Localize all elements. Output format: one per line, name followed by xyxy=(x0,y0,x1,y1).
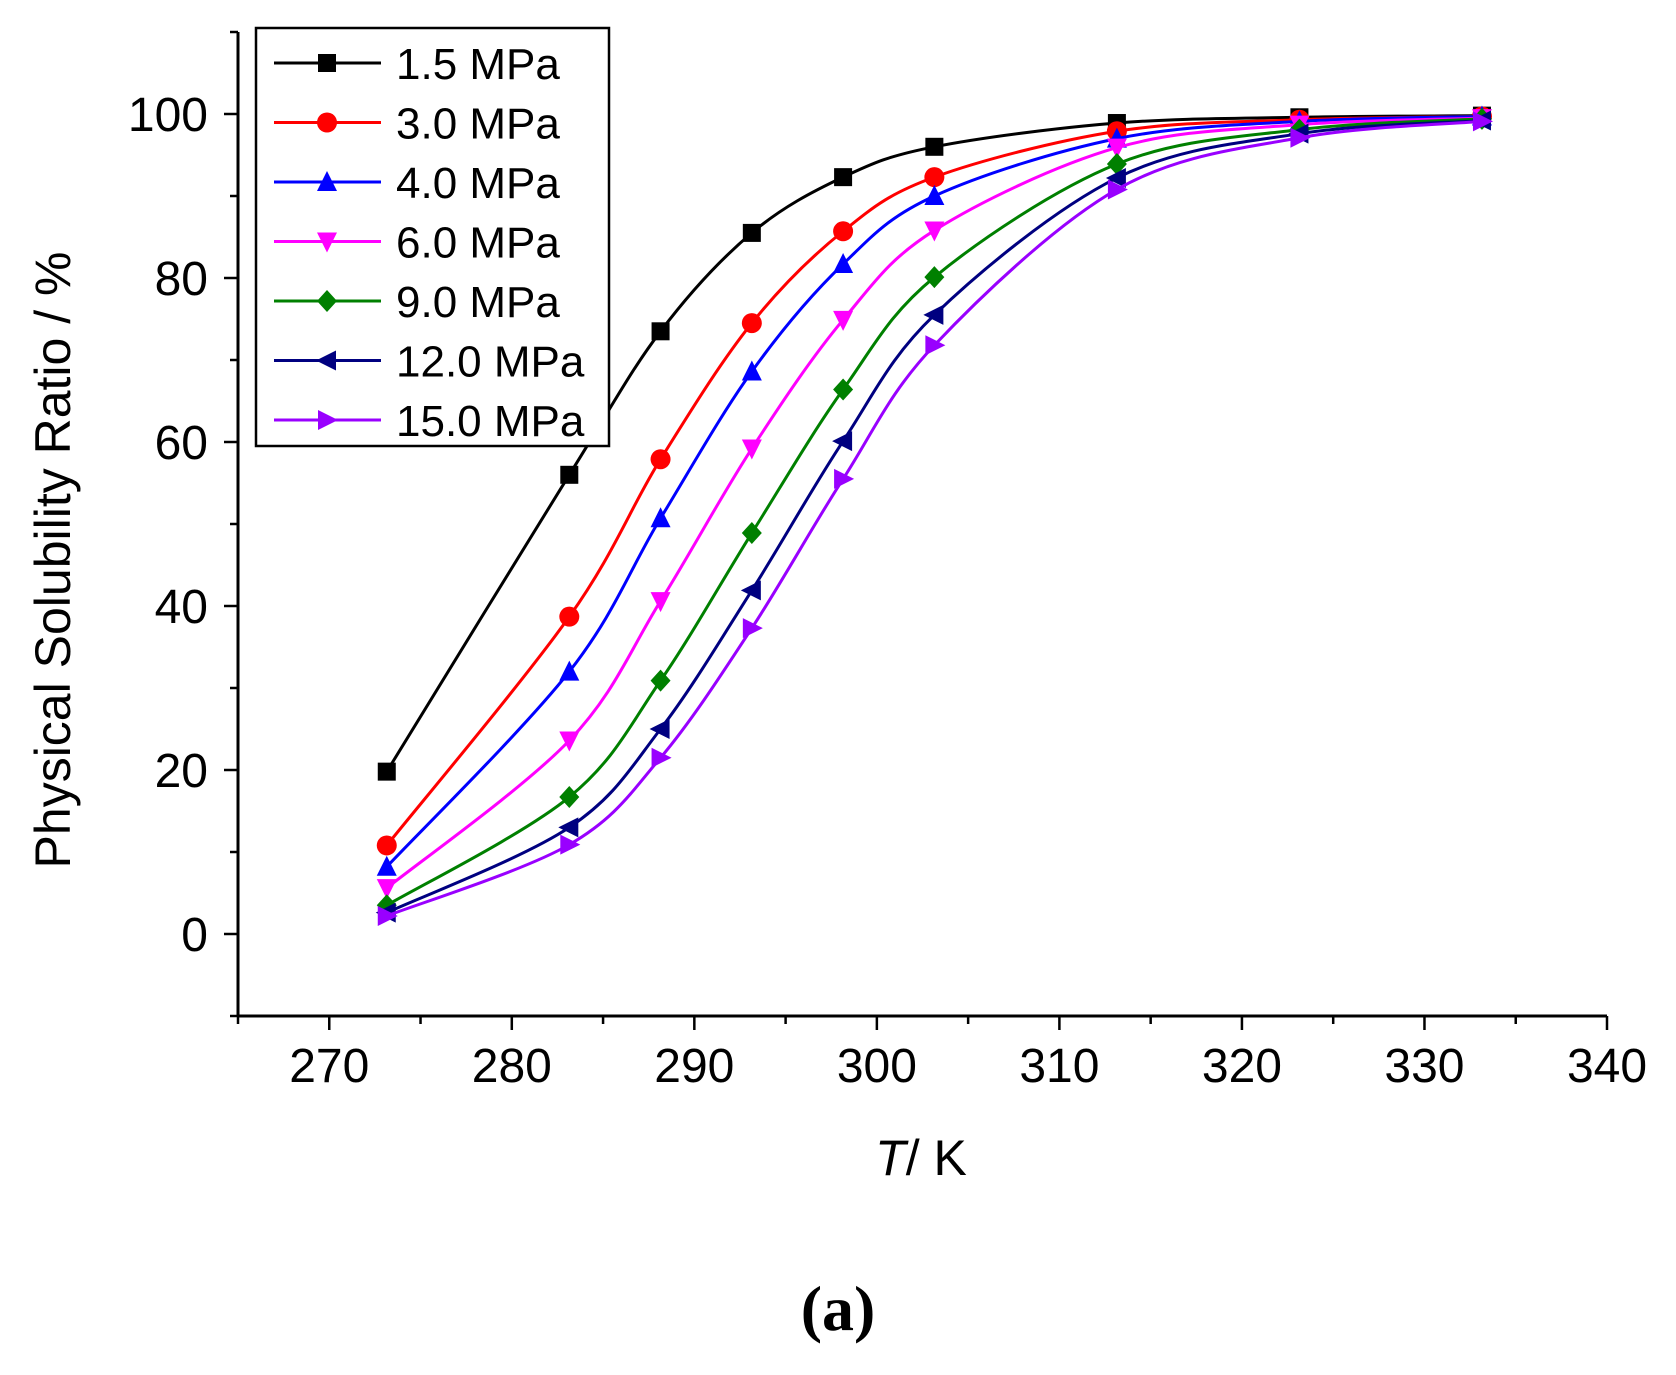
data-point xyxy=(833,253,854,274)
legend-item: 12.0 MPa xyxy=(274,338,585,387)
data-point xyxy=(1106,138,1127,159)
data-point xyxy=(559,660,580,681)
legend-item: 3.0 MPa xyxy=(274,100,560,149)
legend-item: 1.5 MPa xyxy=(274,40,560,89)
x-tick-label: 280 xyxy=(472,1040,552,1093)
legend-label: 9.0 MPa xyxy=(396,278,560,327)
legend-item: 9.0 MPa xyxy=(274,278,560,327)
data-point xyxy=(651,747,672,768)
x-axis-title-italic: T xyxy=(875,1130,909,1186)
data-point xyxy=(923,304,944,325)
y-tick-label: 80 xyxy=(155,253,208,306)
axes: 270 280 290 300 310 320 330 340 0 20 40 60 80 100 xyxy=(128,30,1647,1093)
data-point xyxy=(559,786,580,809)
legend-marker xyxy=(318,54,336,72)
x-tick-label: 300 xyxy=(837,1040,917,1093)
series-15-0-mpa xyxy=(377,111,1493,926)
x-axis-title: T/ K xyxy=(875,1130,967,1186)
data-point xyxy=(1106,153,1127,176)
legend-marker xyxy=(317,112,337,133)
series-line xyxy=(386,119,1483,918)
data-point xyxy=(742,223,761,242)
y-tick-label: 20 xyxy=(155,745,208,798)
legend-label: 3.0 MPa xyxy=(396,100,560,149)
data-point xyxy=(650,669,671,692)
data-point xyxy=(741,360,762,381)
data-point xyxy=(832,431,853,452)
legend-marker xyxy=(317,290,337,312)
y-tick-label: 100 xyxy=(128,89,208,142)
data-point xyxy=(559,731,580,752)
legend-item: 6.0 MPa xyxy=(274,219,560,268)
data-point xyxy=(560,465,579,484)
data-point xyxy=(740,580,761,601)
data-point xyxy=(833,221,854,242)
data-point xyxy=(741,313,762,334)
data-point xyxy=(834,468,855,489)
x-tick-label: 310 xyxy=(1019,1040,1099,1093)
legend-label: 1.5 MPa xyxy=(396,40,560,89)
legend-marker xyxy=(316,350,336,371)
data-point xyxy=(376,855,397,876)
x-tick-label: 340 xyxy=(1567,1040,1647,1093)
data-point xyxy=(925,335,946,356)
data-point xyxy=(741,522,762,545)
panel-label: (a) xyxy=(801,1273,876,1344)
data-point xyxy=(834,168,853,187)
legend-box xyxy=(254,26,611,448)
data-point xyxy=(559,606,580,627)
y-tick-label: 60 xyxy=(155,417,208,470)
series-4-0-mpa xyxy=(376,105,1492,876)
data-point xyxy=(377,905,398,926)
legend-marker xyxy=(317,171,337,191)
y-tick-label: 0 xyxy=(181,909,208,962)
data-point xyxy=(651,322,670,341)
x-axis-title-rest: / K xyxy=(906,1130,967,1186)
x-tick-label: 270 xyxy=(289,1040,369,1093)
data-point xyxy=(742,618,763,639)
data-point xyxy=(376,879,397,900)
data-point xyxy=(833,378,854,401)
legend-label: 15.0 MPa xyxy=(396,397,585,446)
data-point xyxy=(560,834,581,855)
x-tick-label: 330 xyxy=(1384,1040,1464,1093)
data-point xyxy=(924,221,945,242)
legend-item: 15.0 MPa xyxy=(274,397,585,446)
data-point xyxy=(924,185,945,205)
data-point xyxy=(376,835,397,856)
data-point xyxy=(650,592,671,613)
data-point xyxy=(558,817,579,838)
data-point xyxy=(650,449,671,470)
y-tick-label: 40 xyxy=(155,581,208,634)
legend-label: 4.0 MPa xyxy=(396,159,560,208)
data-point xyxy=(650,507,671,528)
data-point xyxy=(833,310,854,331)
data-point xyxy=(1107,179,1128,200)
data-point xyxy=(924,266,945,289)
x-tick-label: 320 xyxy=(1202,1040,1282,1093)
data-point xyxy=(1105,167,1126,188)
data-point xyxy=(1290,127,1311,148)
legend: 1.5 MPa 3.0 MPa 4.0 MPa 6.0 MPa 9.0 MPa 12.0 … xyxy=(254,26,611,448)
y-axis-title: Physical Solubility Ratio / % xyxy=(25,252,81,869)
legend-item: 4.0 MPa xyxy=(274,159,560,208)
series-layer xyxy=(375,105,1493,926)
data-point xyxy=(1472,111,1493,132)
data-point xyxy=(377,762,396,781)
legend-marker xyxy=(317,232,337,253)
x-tick-label: 290 xyxy=(654,1040,734,1093)
legend-label: 6.0 MPa xyxy=(396,219,560,268)
data-point xyxy=(741,439,762,460)
legend-label: 12.0 MPa xyxy=(396,338,585,387)
data-point xyxy=(924,167,945,188)
data-point xyxy=(925,137,944,156)
data-point xyxy=(649,719,670,739)
legend-marker xyxy=(318,410,338,430)
